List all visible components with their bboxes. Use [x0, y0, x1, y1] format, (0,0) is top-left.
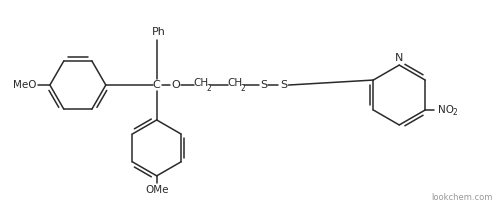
- Text: N: N: [395, 53, 404, 63]
- Text: lookchem.com: lookchem.com: [432, 193, 493, 202]
- Text: 2: 2: [206, 84, 211, 93]
- Text: C: C: [153, 80, 160, 90]
- Text: O: O: [172, 80, 180, 90]
- Text: 2: 2: [452, 109, 457, 117]
- Text: CH: CH: [193, 78, 208, 88]
- Text: CH: CH: [227, 78, 242, 88]
- Text: S: S: [280, 80, 287, 90]
- Text: Ph: Ph: [152, 27, 166, 37]
- Text: MeO: MeO: [13, 80, 36, 90]
- Text: OMe: OMe: [145, 185, 169, 195]
- Text: S: S: [260, 80, 267, 90]
- Text: 2: 2: [240, 84, 245, 93]
- Text: NO: NO: [438, 105, 454, 115]
